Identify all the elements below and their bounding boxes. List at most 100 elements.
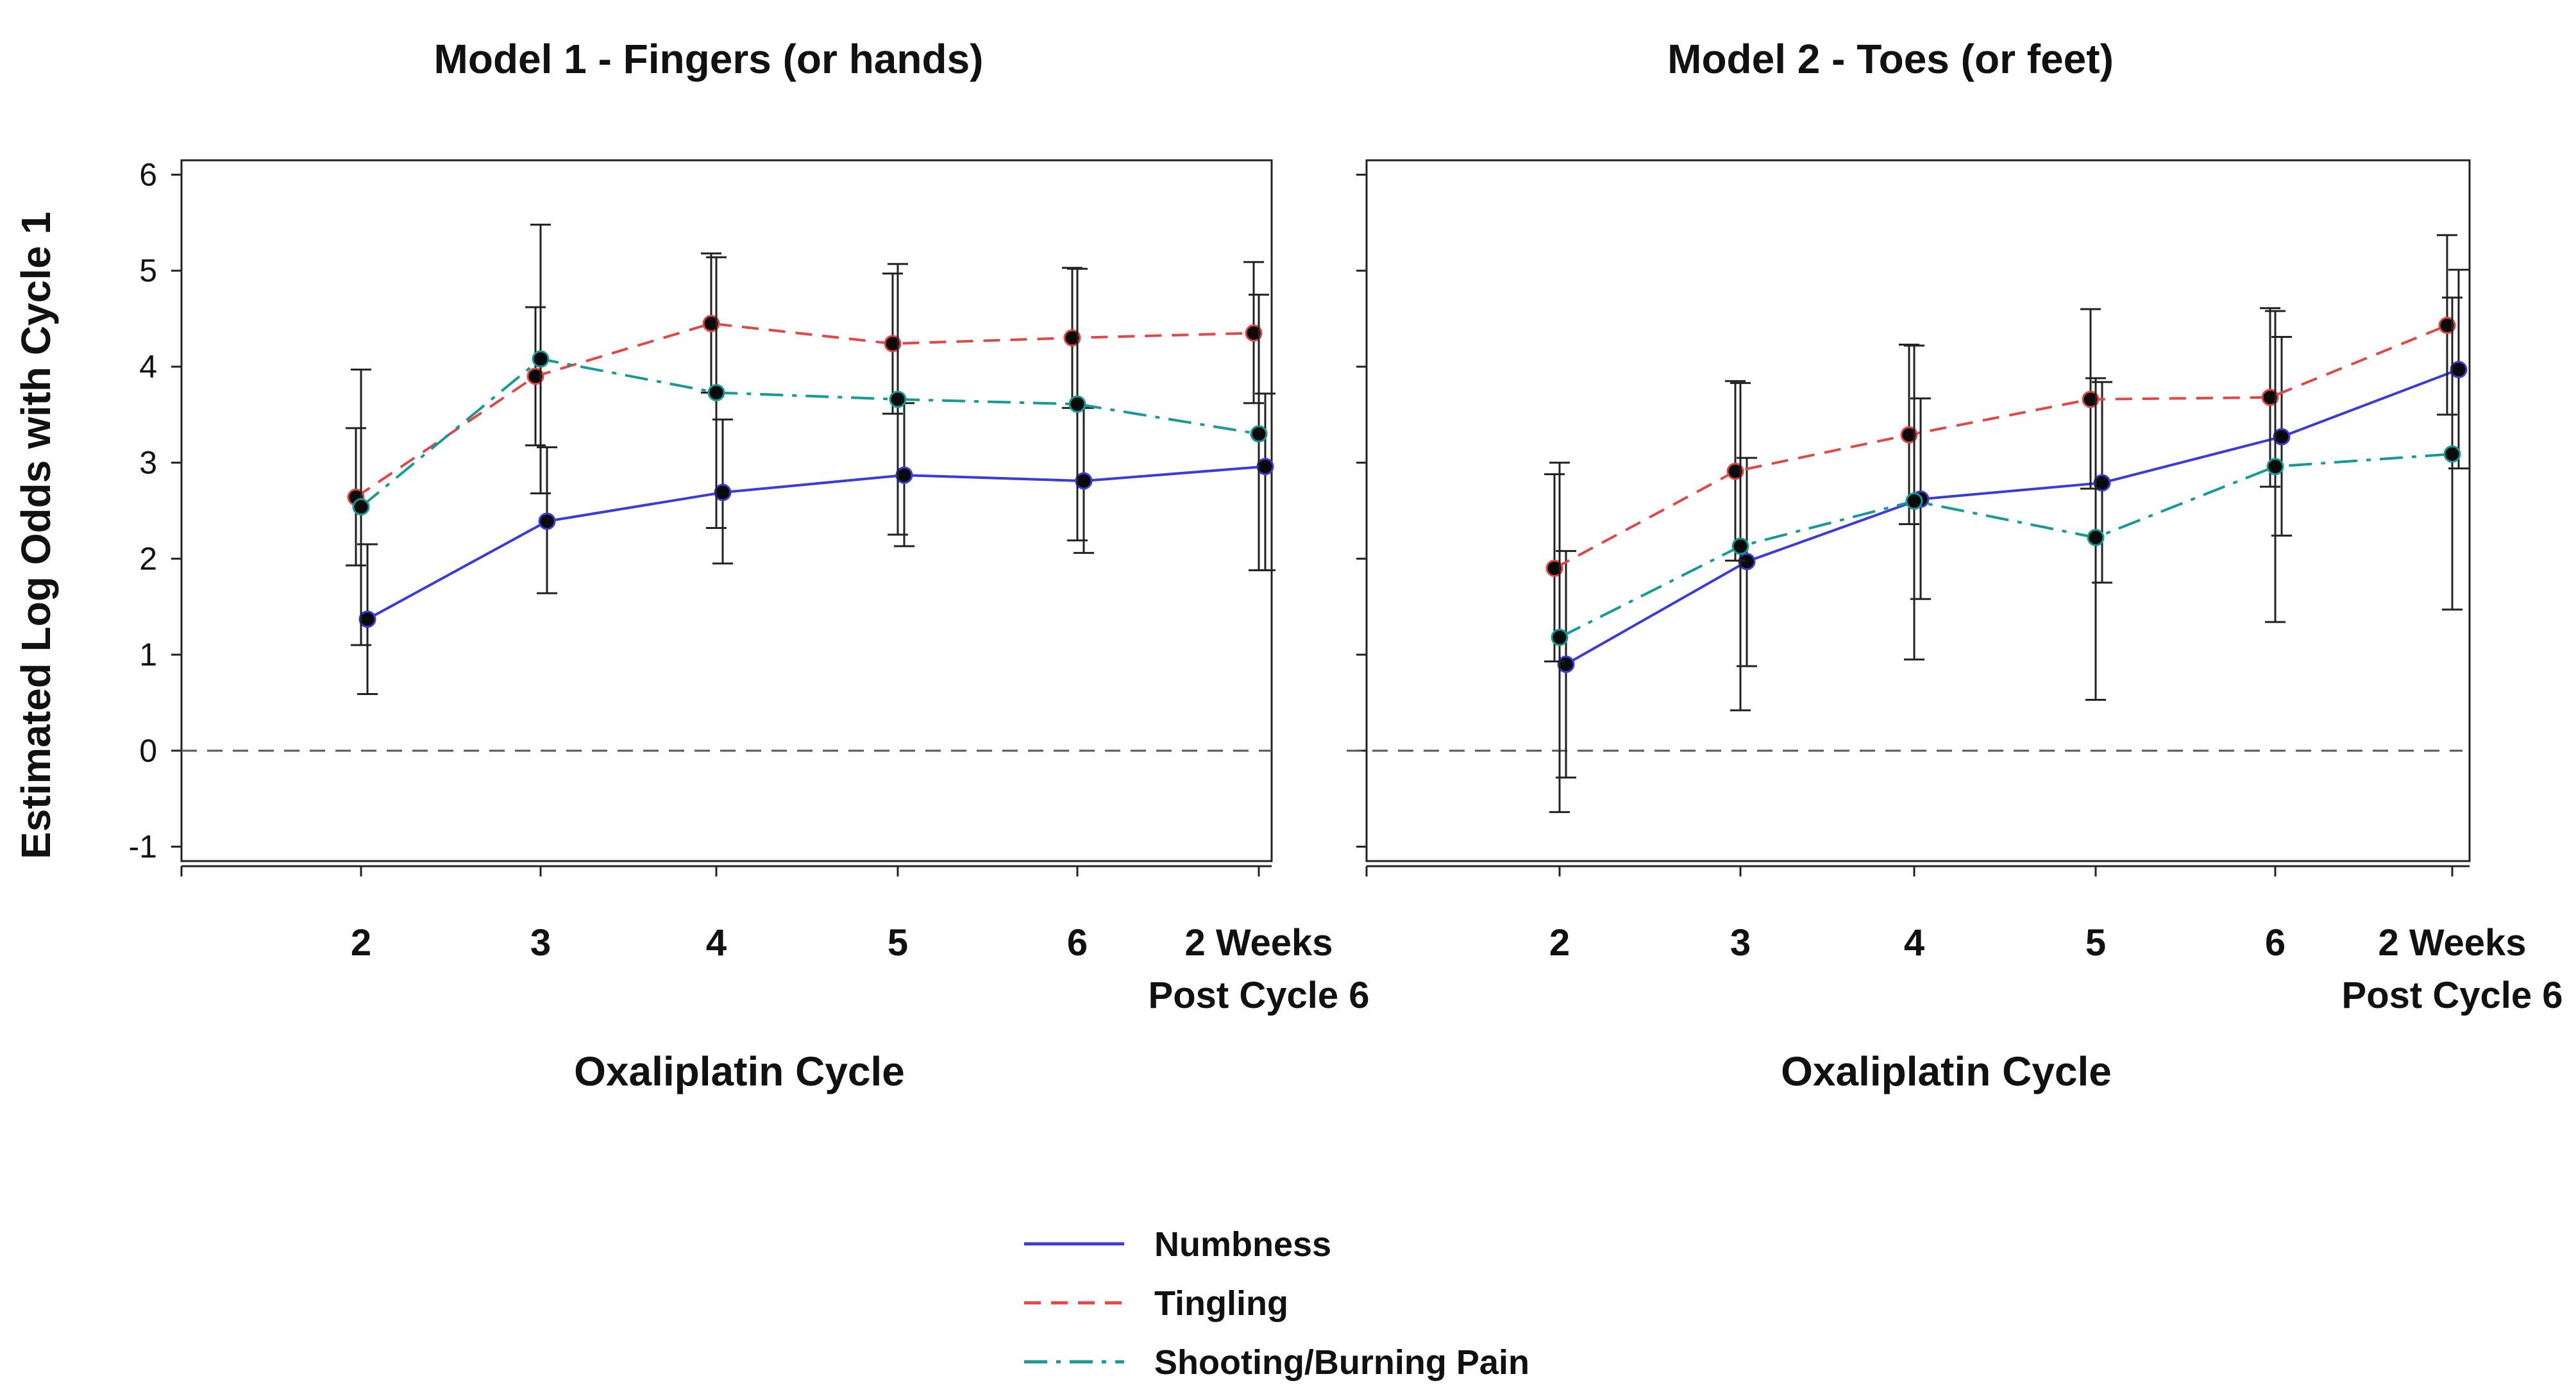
data-point-pain [2266,458,2284,476]
x-axis: 2 3 4 5 6 2 Weeks Post Cycle 6 [1365,865,2563,1016]
plot-frame [1365,159,2471,862]
y-axis: -1 0 1 2 3 4 5 6 [129,156,181,865]
series-line-pain [1559,453,2453,639]
plot-frame [180,159,1273,862]
data-point-numbness [1075,472,1093,490]
data-point-tingling [1245,324,1263,342]
panel-title: Model 2 - Toes (or feet) [1667,36,2114,82]
legend-label: Shooting/Burning Pain [1154,1343,1529,1382]
data-point-pain [1068,395,1086,413]
x-axis: 2 3 4 5 6 2 Weeks Post Cycle 6 [180,865,1370,1016]
x-tick-label: 4 [1904,922,1924,964]
data-point-numbness [538,512,556,530]
data-point-pain [889,390,907,408]
x-tick-label: 5 [888,922,908,964]
x-tick-label: 6 [1067,922,1088,964]
x-tick-label-line: 2 [351,922,371,964]
legend-label: Numbness [1154,1225,1331,1264]
x-tick-label-line: 3 [530,922,551,964]
x-tick-label: 3 [530,922,551,964]
data-point-numbness [2450,360,2468,378]
legend-label: Tingling [1154,1284,1288,1323]
data-point-numbness [1256,458,1274,476]
x-tick-label: 6 [2265,922,2286,964]
legend-item-tingling: Tingling [1024,1284,1288,1323]
data-point-tingling [2261,389,2279,406]
data-point-pain [707,383,725,401]
series-layer [1544,234,2469,814]
y-tick-label: 5 [139,253,157,289]
x-tick-label-line: 6 [1067,922,1088,964]
data-point-tingling [702,315,720,333]
data-point-pain [352,498,370,516]
series-line-numbness [367,465,1266,621]
chart-panel-fingers: Model 1 - Fingers (or hands) -1 0 1 2 3 4 5 6 2… [129,36,1370,1094]
data-point-tingling [1545,559,1563,577]
data-point-numbness [2093,474,2111,492]
y-tick-label: 1 [139,637,157,673]
x-axis-title: Oxaliplatin Cycle [574,1048,905,1094]
x-tick-label-line: 2 [1549,922,1570,964]
series-line-tingling [355,322,1254,499]
x-tick-label-line: 6 [2265,922,2286,964]
series-pain [351,223,1269,646]
data-point-pain [1905,492,1923,510]
x-tick-label-line: 2 Weeks [1184,922,1333,964]
x-tick-label-line: 5 [2085,922,2106,964]
x-tick-label-line: Post Cycle 6 [2342,975,2563,1016]
data-point-numbness [714,483,732,501]
y-tick-label: 6 [139,156,157,192]
x-tick-label-line: 4 [706,922,727,964]
data-point-pain [1551,628,1569,646]
series-numbness [357,392,1275,695]
series-tingling [346,252,1264,567]
y-tick-label: 0 [139,733,157,769]
y-tick-label: 4 [139,349,157,385]
data-point-numbness [358,610,376,628]
x-tick-label-line: 5 [888,922,908,964]
x-tick-label-line: 3 [1730,922,1751,964]
x-tick-label: 2 Weeks Post Cycle 6 [1149,922,1370,1016]
legend-item-pain: Shooting/Burning Pain [1024,1343,1529,1382]
x-tick-label-line: 4 [1904,922,1924,964]
data-point-numbness [895,466,913,484]
data-point-pain [2443,445,2461,463]
data-point-tingling [884,335,902,353]
series-line-tingling [1554,324,2448,570]
data-point-pain [1250,425,1268,443]
data-point-numbness [1557,655,1575,673]
chart-panel-toes: Model 2 - Toes (or feet) 2 3 4 5 6 2 Weeks Pos… [1347,36,2563,1094]
y-axis [1356,173,1367,848]
y-tick-label: 3 [139,445,157,481]
x-tick-label-line: Post Cycle 6 [1149,975,1370,1016]
data-point-tingling [1900,426,1918,444]
series-pain [1549,296,2462,814]
y-tick-label: 2 [139,540,157,576]
data-point-tingling [2438,317,2456,335]
data-point-tingling [526,367,544,385]
data-point-tingling [1063,329,1081,347]
series-layer [346,223,1275,695]
data-point-pain [1731,537,1749,555]
y-axis-title: Estimated Log Odds with Cycle 1 [13,212,59,859]
x-tick-label: 2 [351,922,371,964]
data-point-tingling [2082,390,2100,408]
x-tick-label: 5 [2085,922,2106,964]
x-tick-label: 3 [1730,922,1751,964]
legend-item-numbness: Numbness [1024,1225,1331,1264]
x-tick-label-line: 2 Weeks [2378,922,2526,964]
x-tick-label: 2 [1549,922,1570,964]
series-line-pain [360,357,1259,508]
legend: Numbness Tingling Shooting/Burning Pain [1024,1225,1529,1382]
x-tick-label: 2 Weeks Post Cycle 6 [2342,922,2563,1016]
data-point-pain [532,350,550,368]
panel-title: Model 1 - Fingers (or hands) [434,36,984,82]
y-tick-label: -1 [129,829,157,865]
data-point-pain [2087,528,2105,546]
series-tingling [1544,234,2457,663]
series-line-numbness [1565,368,2459,666]
data-point-tingling [1726,462,1744,480]
x-axis-title: Oxaliplatin Cycle [1781,1048,2112,1094]
